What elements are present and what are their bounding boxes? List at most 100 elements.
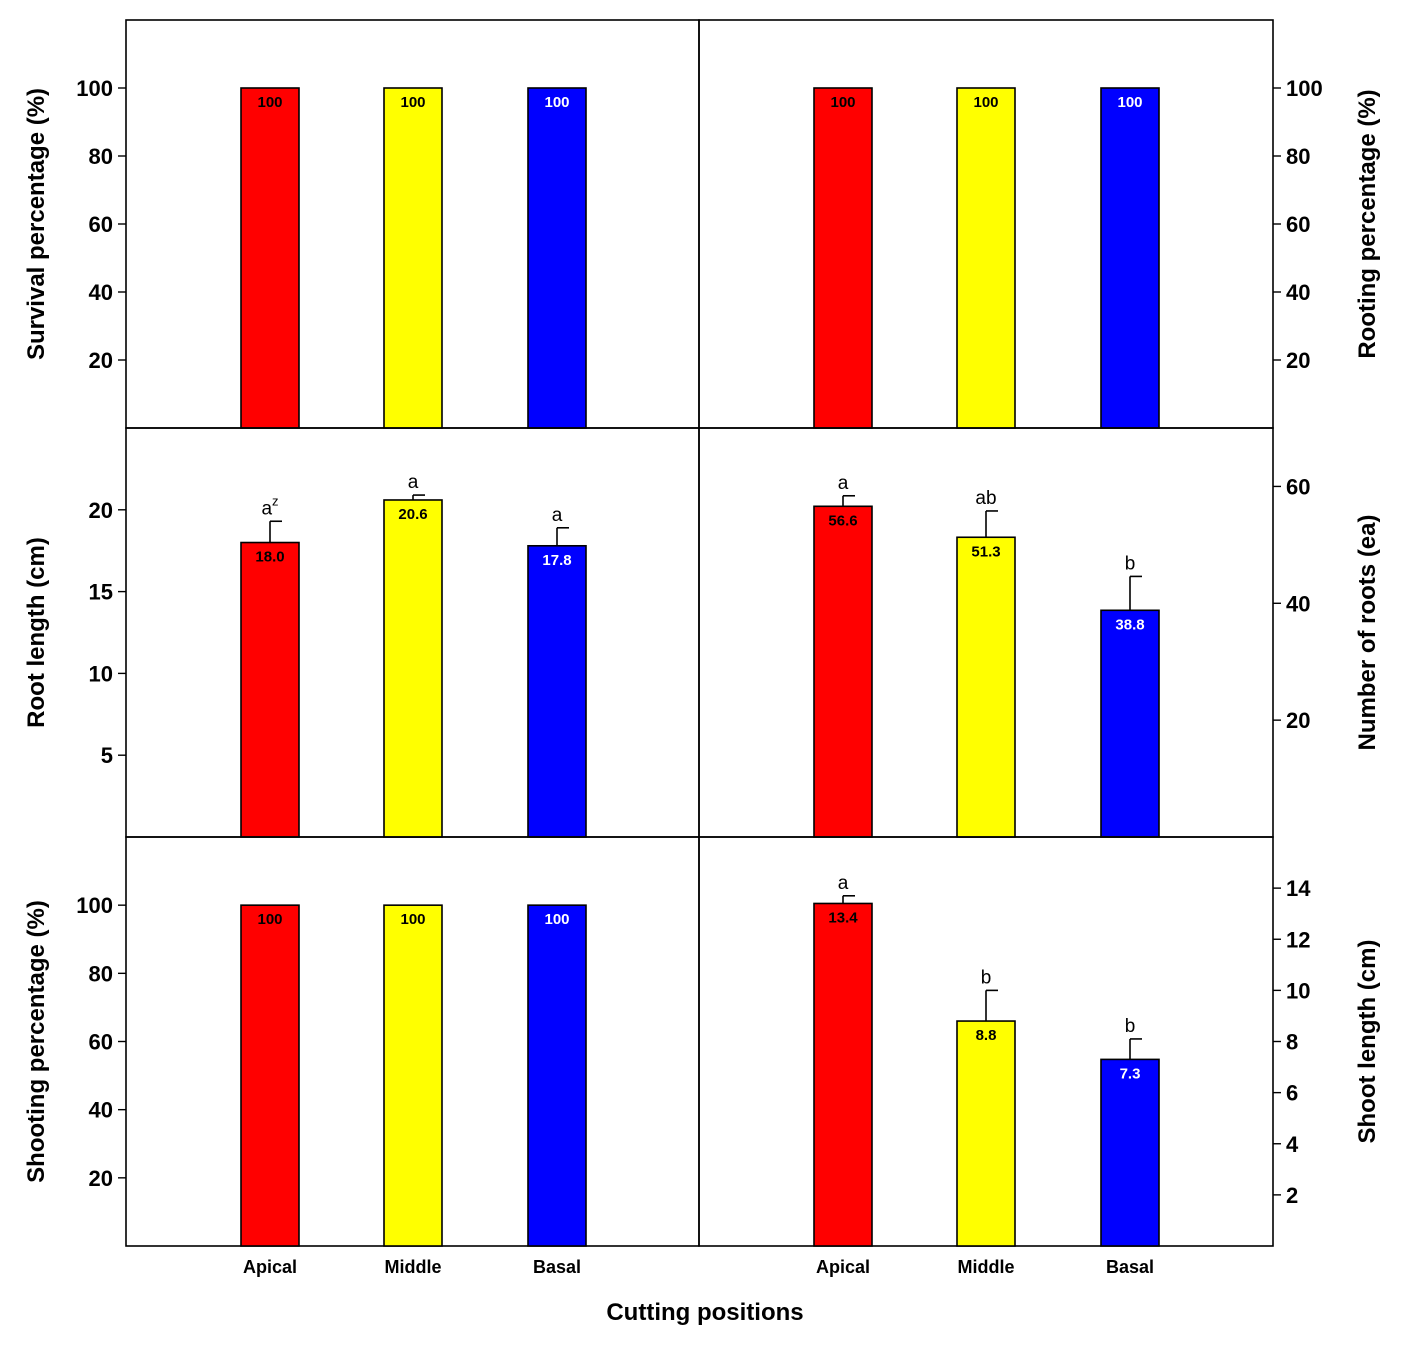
x-axis-title: Cutting positions [606, 1299, 803, 1326]
bar-value-label: 100 [400, 911, 425, 928]
significance-letter: ab [975, 488, 996, 509]
category-label-middle: Middle [958, 1257, 1015, 1277]
bar-apical [240, 87, 300, 429]
bar-value-label: 8.8 [976, 1027, 997, 1044]
significance-letter: a [838, 473, 849, 494]
significance-letter-text: a [552, 505, 563, 526]
bar-value-label: 20.6 [398, 506, 427, 523]
significance-letter: b [1125, 553, 1136, 574]
significance-letter: b [981, 967, 992, 988]
panel-6: 2 4 6 8 10 12 14 Shoot length (cm) 13.4 a 8.8 b 7.3 b [698, 836, 1381, 1247]
y-tick-label: 20 [89, 348, 113, 373]
category-label-apical: Apical [816, 1257, 870, 1277]
significance-letter: az [261, 493, 278, 519]
bar-value-label: 51.3 [971, 543, 1000, 560]
category-label-basal: Basal [1106, 1257, 1154, 1277]
y-axis-title: Number of roots (ea) [1354, 514, 1381, 750]
bar-apical [813, 87, 873, 429]
bar-apical [813, 505, 873, 838]
y-axis-title: Shooting percentage (%) [23, 900, 50, 1183]
significance-letter-text: b [981, 967, 992, 988]
y-tick-label: 40 [89, 280, 113, 305]
y-axis-title: Rooting percentage (%) [1354, 89, 1381, 358]
panel-1: 20 40 60 80 100 Survival percentage (%) 100 100… [23, 19, 700, 429]
category-label-apical: Apical [243, 1257, 297, 1277]
bar-value-label: 13.4 [828, 909, 858, 926]
y-tick-label: 20 [1286, 708, 1310, 733]
panel-4: 20 40 60 Number of roots (ea) 56.6 a 51.3 ab 38.… [698, 427, 1381, 838]
bar-value-label: 100 [544, 94, 569, 111]
y-tick-label: 40 [89, 1098, 113, 1123]
bar-value-label: 100 [1117, 94, 1142, 111]
significance-letter: a [552, 505, 563, 526]
y-tick-label: 100 [1286, 76, 1323, 101]
panel-5: 20 40 60 80 100 Shooting percentage (%) 100 100… [23, 836, 700, 1247]
bar-value-label: 100 [257, 94, 282, 111]
significance-letter-text: a [838, 473, 849, 494]
y-tick-label: 6 [1286, 1081, 1298, 1106]
bar-value-label: 7.3 [1120, 1065, 1141, 1082]
significance-superscript: z [272, 493, 279, 508]
y-axis-title: Shoot length (cm) [1354, 940, 1381, 1144]
significance-letter-text: b [1125, 1016, 1136, 1037]
significance-letter-text: b [1125, 553, 1136, 574]
significance-letter: a [408, 472, 419, 493]
y-tick-label: 100 [76, 76, 113, 101]
bar-value-label: 100 [830, 94, 855, 111]
significance-letter-text: ab [975, 488, 996, 509]
y-tick-label: 14 [1286, 876, 1311, 901]
panel-2: 20 40 60 80 100 Rooting percentage (%) 100 100 1… [698, 19, 1381, 429]
bar-basal [1100, 87, 1160, 429]
bar-value-label: 18.0 [255, 549, 284, 566]
bar-value-label: 38.8 [1115, 616, 1144, 633]
bar-middle [383, 87, 443, 429]
y-tick-label: 20 [89, 1166, 113, 1191]
category-labels: Apical Middle Basal Apical Middle Basal [243, 1257, 1154, 1277]
y-tick-label: 10 [1286, 978, 1310, 1003]
y-tick-label: 80 [89, 961, 113, 986]
bar-value-label: 100 [544, 911, 569, 928]
category-label-basal: Basal [533, 1257, 581, 1277]
bar-value-label: 100 [400, 94, 425, 111]
bar-basal [527, 544, 587, 838]
bar-middle [383, 499, 443, 838]
bar-middle [956, 536, 1016, 838]
y-tick-label: 5 [101, 743, 113, 768]
y-tick-label: 100 [76, 893, 113, 918]
y-tick-label: 20 [1286, 348, 1310, 373]
y-tick-label: 60 [89, 212, 113, 237]
bar-middle [956, 1020, 1016, 1247]
y-axis-title: Survival percentage (%) [23, 88, 50, 360]
bar-value-label: 17.8 [542, 552, 571, 569]
bar-value-label: 56.6 [828, 512, 857, 529]
y-tick-label: 15 [89, 580, 113, 605]
y-tick-label: 60 [1286, 474, 1310, 499]
y-axis-title: Root length (cm) [23, 537, 50, 728]
y-tick-label: 10 [89, 661, 113, 686]
y-tick-label: 80 [89, 144, 113, 169]
y-tick-label: 8 [1286, 1030, 1298, 1055]
bar-basal [1100, 609, 1160, 838]
bar-middle [383, 904, 443, 1247]
y-tick-label: 60 [89, 1030, 113, 1055]
y-tick-label: 12 [1286, 927, 1310, 952]
significance-letter-text: a [408, 472, 419, 493]
bar-basal [1100, 1058, 1160, 1247]
bar-middle [956, 87, 1016, 429]
bar-apical [240, 904, 300, 1247]
y-tick-label: 60 [1286, 212, 1310, 237]
y-tick-label: 4 [1286, 1132, 1299, 1157]
y-tick-label: 40 [1286, 591, 1310, 616]
category-label-middle: Middle [385, 1257, 442, 1277]
bar-apical [813, 902, 873, 1247]
bar-value-label: 100 [973, 94, 998, 111]
y-tick-label: 40 [1286, 280, 1310, 305]
significance-letter-text: a [261, 498, 272, 519]
bar-apical [240, 541, 300, 838]
y-tick-label: 2 [1286, 1183, 1298, 1208]
bar-value-label: 100 [257, 911, 282, 928]
bar-basal [527, 87, 587, 429]
significance-letter: b [1125, 1016, 1136, 1037]
